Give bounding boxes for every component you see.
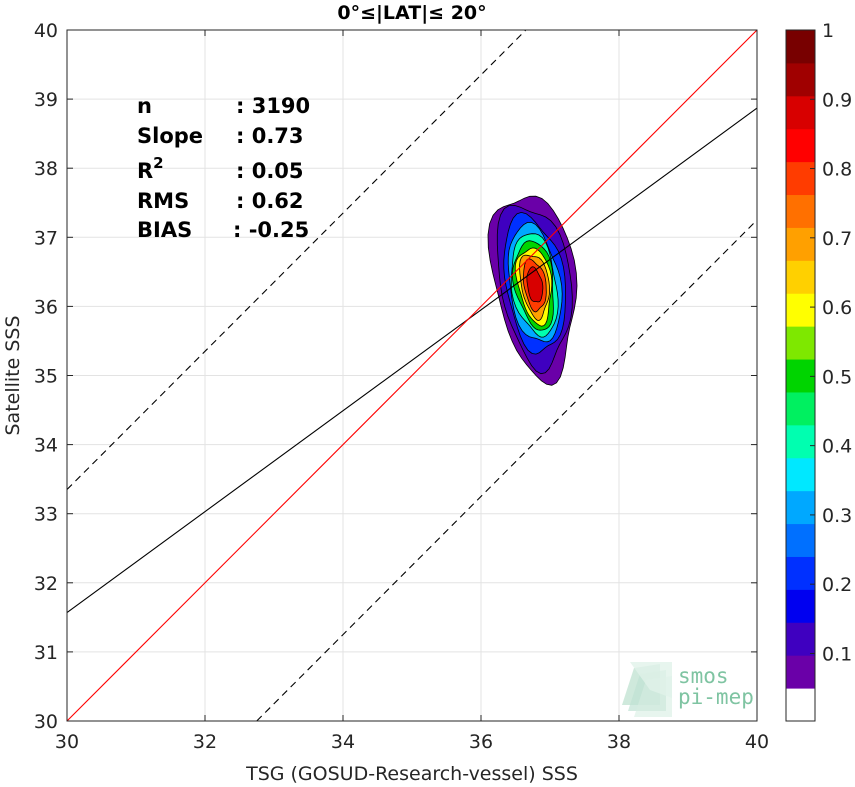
logo-text-smos: smos — [678, 664, 729, 688]
colorbar-tick-label: 0.3 — [822, 505, 852, 527]
chart-title: 0°≤|LAT|≤ 20° — [337, 2, 486, 24]
y-axis-label: Satellite SSS — [2, 315, 24, 435]
stat-label: n — [137, 94, 152, 118]
colorbar-segment — [786, 128, 815, 163]
colorbar-tick-label: 1 — [822, 20, 834, 42]
colorbar-tick-label: 0.8 — [822, 159, 852, 181]
colorbar-segment — [786, 30, 815, 64]
x-tick-label: 32 — [193, 731, 217, 753]
stat-value: : 0.62 — [236, 189, 304, 213]
colorbar-segment — [786, 655, 815, 689]
colorbar-ticks: 0.1 0.2 0.3 0.4 0.5 0.6 0.7 0.8 0.9 1 — [810, 20, 852, 665]
colorbar-tick-label: 0.6 — [822, 297, 852, 319]
axis-ticks: 30 32 34 36 38 40 30 31 32 33 34 35 36 37 38 39 40 — [34, 20, 769, 753]
stat-label: BIAS — [137, 218, 192, 242]
y-tick-label: 36 — [34, 296, 58, 318]
fit-line — [66, 107, 758, 613]
colorbar-segment — [786, 391, 815, 426]
y-tick-label: 34 — [34, 435, 58, 457]
logo-text-pi-mep: pi-mep — [678, 685, 754, 709]
x-tick-label: 36 — [469, 731, 493, 753]
colorbar-tick-label: 0.4 — [822, 436, 852, 458]
colorbar-segment — [786, 523, 815, 557]
logo-mark — [622, 662, 672, 717]
colorbar-segment — [786, 260, 815, 294]
colorbar-tick-label: 0.1 — [822, 643, 852, 665]
colorbar-segment — [786, 359, 815, 393]
x-tick-label: 30 — [55, 731, 79, 753]
colorbar-frame — [785, 29, 816, 722]
y-tick-label: 30 — [34, 711, 58, 733]
stat-value: : 0.05 — [236, 159, 304, 183]
stat-superscript: 2 — [153, 154, 163, 172]
colorbar-tick-label: 0.2 — [822, 574, 852, 596]
x-axis-label: TSG (GOSUD-Research-vessel) SSS — [245, 763, 578, 785]
colorbar-segment — [786, 227, 815, 261]
colorbar-segment — [786, 161, 815, 196]
colorbar-segment — [786, 688, 815, 722]
regression-lines — [66, 29, 758, 722]
stat-value: : 3190 — [236, 94, 310, 118]
colorbar-segment — [786, 589, 815, 623]
x-tick-label: 40 — [745, 731, 769, 753]
y-tick-label: 40 — [34, 20, 58, 42]
smos-pi-mep-logo: smos pi-mep — [622, 662, 754, 717]
y-tick-label: 37 — [34, 227, 58, 249]
y-tick-label: 35 — [34, 366, 58, 388]
y-tick-label: 31 — [34, 642, 58, 664]
colorbar-tick-label: 0.7 — [822, 228, 852, 250]
y-tick-label: 33 — [34, 504, 58, 526]
colorbar-segment — [786, 556, 815, 590]
colorbar-tick-label: 0.9 — [822, 89, 852, 111]
identity-line — [66, 29, 758, 722]
x-tick-label: 34 — [331, 731, 355, 753]
colorbar-segment — [786, 194, 815, 228]
grid — [66, 29, 758, 722]
colorbar-segment — [786, 490, 815, 525]
colorbar-segment — [786, 622, 815, 656]
lower-dashed-line — [256, 219, 758, 722]
density-contours — [487, 195, 578, 386]
y-tick-label: 39 — [34, 89, 58, 111]
stat-label: RMS — [137, 189, 189, 213]
y-tick-label: 38 — [34, 158, 58, 180]
colorbar-tick-label: 0.5 — [822, 366, 852, 388]
colorbar-segment — [786, 457, 815, 492]
stat-value: : -0.25 — [233, 218, 309, 242]
stat-label: Slope — [137, 124, 203, 148]
contour-level — [526, 266, 544, 303]
colorbar-segment — [786, 95, 815, 130]
y-tick-label: 32 — [34, 573, 58, 595]
upper-dashed-line — [66, 29, 527, 490]
colorbar-segment — [786, 62, 815, 97]
colorbar — [785, 29, 816, 722]
x-tick-label: 38 — [607, 731, 631, 753]
colorbar-segment — [786, 326, 815, 360]
colorbar-segment — [786, 424, 815, 459]
colorbar-segment — [786, 293, 815, 327]
stat-value: : 0.73 — [236, 124, 304, 148]
